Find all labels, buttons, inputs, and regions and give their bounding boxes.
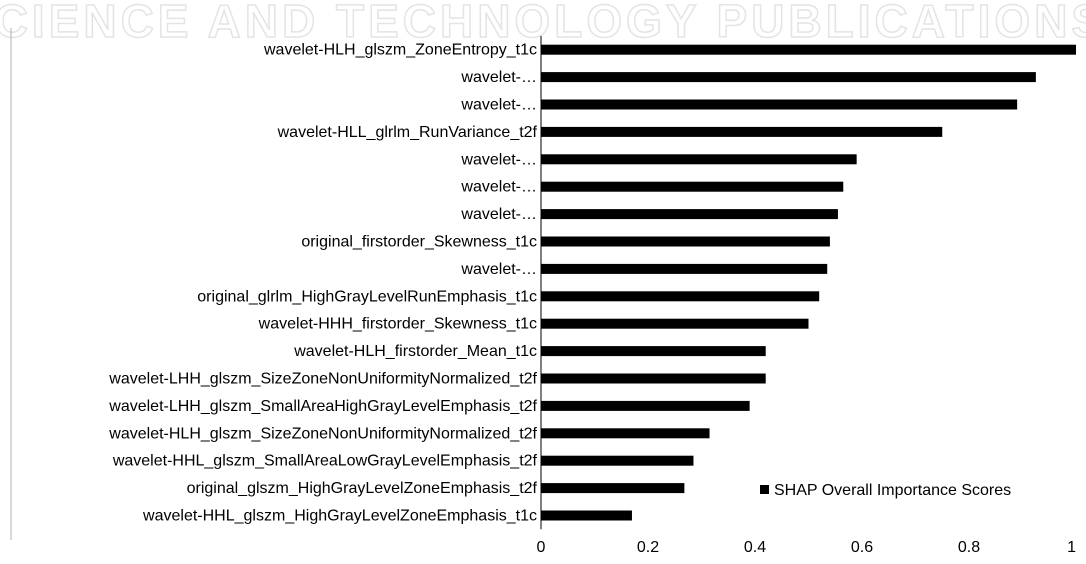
x-tick-label: 0.4 — [744, 539, 766, 556]
bar — [541, 154, 857, 165]
category-label: wavelet-HLH_glszm_SizeZoneNonUniformityN… — [108, 425, 537, 442]
category-label: wavelet-LHH_glszm_SizeZoneNonUniformityN… — [108, 371, 537, 388]
legend-label: SHAP Overall Importance Scores — [774, 482, 1011, 499]
x-tick-label: 0.6 — [851, 539, 873, 556]
category-label: wavelet-HHL_glszm_SmallAreaLowGrayLevelE… — [112, 453, 538, 470]
bars-group — [540, 36, 1076, 530]
category-label: wavelet-HHL_glszm_HighGrayLevelZoneEmpha… — [142, 508, 537, 525]
x-tick-label: 0.2 — [637, 539, 659, 556]
category-label: wavelet-… — [460, 206, 537, 223]
bar — [541, 72, 1036, 83]
bar — [541, 44, 1076, 55]
watermark-svg: SCIENCE AND TECHNOLOGY PUBLICATIONS — [0, 0, 1086, 40]
category-label: wavelet-… — [460, 97, 537, 114]
bar — [541, 510, 632, 521]
category-label: wavelet-HLH_glszm_ZoneEntropy_t1c — [263, 42, 537, 59]
x-tick-label: 0.8 — [958, 539, 980, 556]
bar — [541, 291, 820, 302]
category-label: original_glrlm_HighGrayLevelRunEmphasis_… — [197, 288, 537, 305]
legend: SHAP Overall Importance Scores — [760, 482, 1011, 499]
legend-swatch — [760, 485, 769, 494]
x-tick-label: 1 — [1067, 539, 1076, 556]
bar — [541, 455, 694, 466]
category-label: wavelet-… — [460, 261, 537, 278]
bar — [541, 400, 750, 411]
category-label: original_firstorder_Skewness_t1c — [301, 234, 537, 251]
category-label: wavelet-… — [460, 69, 537, 86]
category-label: wavelet-HHH_firstorder_Skewness_t1c — [258, 316, 537, 333]
bar — [541, 236, 830, 247]
bar — [541, 209, 838, 220]
bar — [541, 346, 766, 357]
category-labels-group: wavelet-HLH_glszm_ZoneEntropy_t1cwavelet… — [108, 42, 537, 525]
category-label: wavelet-LHH_glszm_SmallAreaHighGrayLevel… — [108, 398, 537, 415]
category-label: wavelet-… — [460, 179, 537, 196]
bar — [541, 483, 685, 494]
bar — [541, 263, 828, 274]
x-tick-label: 0 — [537, 539, 546, 556]
bar — [541, 126, 943, 137]
bar — [541, 99, 1018, 110]
category-label: wavelet-HLL_glrlm_RunVariance_t2f — [277, 124, 538, 141]
watermark-text: SCIENCE AND TECHNOLOGY PUBLICATIONS — [0, 0, 1086, 40]
category-label: wavelet-… — [460, 151, 537, 168]
bar — [541, 318, 809, 329]
bar — [541, 428, 710, 439]
x-tick-labels-group: 0 0.2 0.4 0.6 0.8 1 — [537, 539, 1077, 556]
bar — [541, 181, 844, 192]
category-label: original_glszm_HighGrayLevelZoneEmphasis… — [187, 480, 538, 497]
category-label: wavelet-HLH_firstorder_Mean_t1c — [293, 343, 537, 360]
bar — [541, 373, 766, 384]
watermark: SCIENCE AND TECHNOLOGY PUBLICATIONS — [0, 0, 1086, 40]
